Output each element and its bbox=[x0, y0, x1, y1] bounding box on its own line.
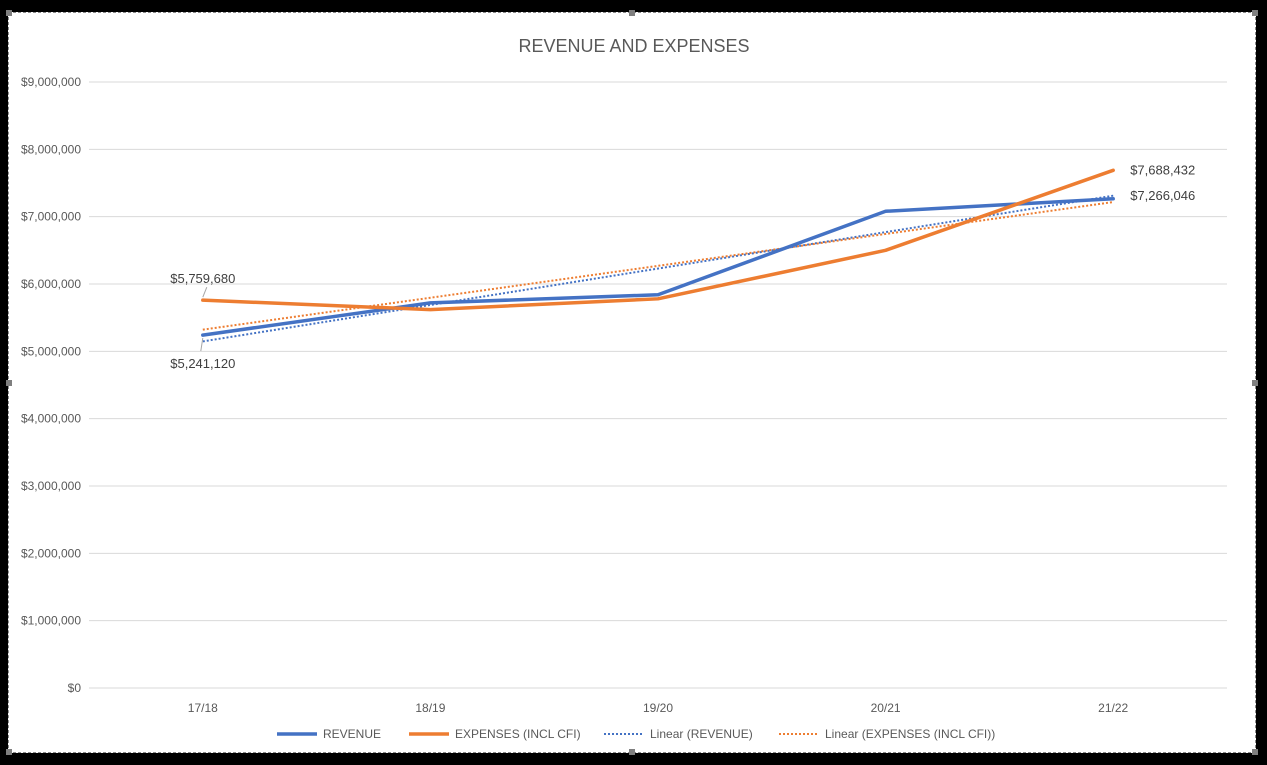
legend-item-linear-expenses-incl-cfi[interactable]: Linear (EXPENSES (INCL CFI)) bbox=[779, 727, 995, 741]
resize-handle-bottom-left[interactable] bbox=[6, 749, 12, 755]
data-label-leader bbox=[202, 286, 208, 298]
legend-item-revenue[interactable]: REVENUE bbox=[277, 727, 381, 741]
data-label-leader bbox=[200, 338, 204, 352]
y-tick-label: $4,000,000 bbox=[21, 412, 81, 426]
x-tick-label: 21/22 bbox=[1098, 701, 1128, 715]
chart-area[interactable]: REVENUE AND EXPENSES $0 $1,000,000 $2,000,… bbox=[6, 10, 1258, 755]
x-axis-tick-labels: 17/18 18/19 19/20 20/21 21/22 bbox=[188, 701, 1129, 715]
data-labels: $5,241,120 $5,759,680 $7,266,046 $7,688,432 bbox=[170, 162, 1195, 371]
trendlines bbox=[202, 194, 1114, 343]
x-tick-label: 19/20 bbox=[643, 701, 673, 715]
series-line-revenue bbox=[201, 197, 1115, 337]
trendline-linear-revenue bbox=[202, 194, 1114, 343]
y-tick-label: $9,000,000 bbox=[21, 75, 81, 89]
series-line-expenses-incl-cfi bbox=[201, 168, 1115, 312]
resize-handle-right[interactable] bbox=[1252, 380, 1258, 386]
y-tick-label: $8,000,000 bbox=[21, 142, 81, 156]
legend-item-expenses-incl-cfi[interactable]: EXPENSES (INCL CFI) bbox=[409, 727, 581, 741]
resize-handle-bottom[interactable] bbox=[629, 749, 635, 755]
x-tick-label: 18/19 bbox=[415, 701, 445, 715]
resize-handle-left[interactable] bbox=[6, 380, 12, 386]
data-label: $5,759,680 bbox=[170, 271, 235, 286]
legend-label: REVENUE bbox=[323, 727, 381, 741]
legend-label: EXPENSES (INCL CFI) bbox=[455, 727, 581, 741]
y-tick-label: $5,000,000 bbox=[21, 344, 81, 358]
y-tick-label: $3,000,000 bbox=[21, 479, 81, 493]
y-tick-label: $0 bbox=[68, 681, 82, 695]
legend-label: Linear (REVENUE) bbox=[650, 727, 753, 741]
y-tick-label: $7,000,000 bbox=[21, 210, 81, 224]
legend[interactable]: REVENUE EXPENSES (INCL CFI) Linear (REVENU… bbox=[277, 727, 995, 741]
legend-item-linear-revenue[interactable]: Linear (REVENUE) bbox=[604, 727, 753, 741]
line-chart: REVENUE AND EXPENSES $0 $1,000,000 $2,000,… bbox=[21, 36, 1227, 741]
resize-handle-top-left[interactable] bbox=[6, 10, 12, 16]
chart-title: REVENUE AND EXPENSES bbox=[518, 36, 749, 56]
trendline-linear-expenses-incl-cfi bbox=[202, 201, 1114, 331]
gridlines bbox=[89, 81, 1227, 689]
y-axis-tick-labels: $0 $1,000,000 $2,000,000 $3,000,000 $4,000,0… bbox=[21, 75, 81, 695]
legend-label: Linear (EXPENSES (INCL CFI)) bbox=[825, 727, 995, 741]
resize-handle-top[interactable] bbox=[629, 10, 635, 16]
y-tick-label: $1,000,000 bbox=[21, 614, 81, 628]
resize-handle-top-right[interactable] bbox=[1252, 10, 1258, 16]
y-tick-label: $2,000,000 bbox=[21, 546, 81, 560]
resize-handle-bottom-right[interactable] bbox=[1252, 749, 1258, 755]
data-label: $7,688,432 bbox=[1130, 162, 1195, 177]
series-lines bbox=[201, 168, 1115, 337]
data-label: $5,241,120 bbox=[170, 356, 235, 371]
x-tick-label: 20/21 bbox=[871, 701, 901, 715]
data-label: $7,266,046 bbox=[1130, 188, 1195, 203]
x-tick-label: 17/18 bbox=[188, 701, 218, 715]
y-tick-label: $6,000,000 bbox=[21, 277, 81, 291]
